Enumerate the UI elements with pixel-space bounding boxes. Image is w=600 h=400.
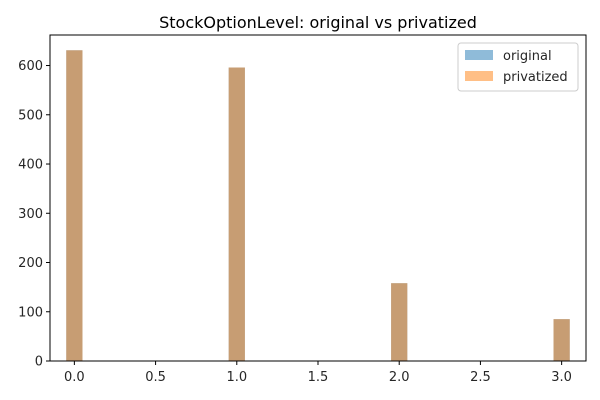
x-tick-label: 1.0: [226, 370, 247, 385]
bar-privatized-1: [228, 67, 245, 361]
plot-frame: [49, 34, 587, 362]
x-axis: 0.0 0.5 1.0 1.5 2.0 2.5 3.0: [64, 361, 572, 385]
y-tick-label: 200: [18, 256, 43, 271]
x-tick-label: 0.0: [64, 370, 85, 385]
x-tick-label: 2.5: [470, 370, 491, 385]
y-tick-label: 300: [18, 207, 43, 222]
y-tick-label: 500: [18, 108, 43, 123]
x-tick-label: 3.0: [551, 370, 572, 385]
x-tick-label: 1.5: [308, 370, 329, 385]
bar-privatized-0: [66, 50, 83, 361]
x-tick-label: 2.0: [389, 370, 410, 385]
legend: original privatized: [457, 42, 579, 92]
y-tick-label: 0: [35, 355, 43, 370]
legend-label-original: original: [503, 49, 552, 64]
bars: [66, 50, 570, 361]
bar-privatized-2: [391, 283, 408, 361]
bar-privatized-3: [553, 319, 570, 361]
y-axis: 0 100 200 300 400 500 600: [18, 59, 50, 370]
legend-label-privatized: privatized: [503, 70, 568, 85]
chart-title: StockOptionLevel: original vs privatized: [159, 13, 477, 32]
legend-swatch-privatized: [465, 71, 493, 81]
y-tick-label: 600: [18, 59, 43, 74]
x-tick-label: 0.5: [145, 370, 166, 385]
y-tick-label: 100: [18, 305, 43, 320]
legend-swatch-original: [465, 50, 493, 60]
y-tick-label: 400: [18, 158, 43, 173]
